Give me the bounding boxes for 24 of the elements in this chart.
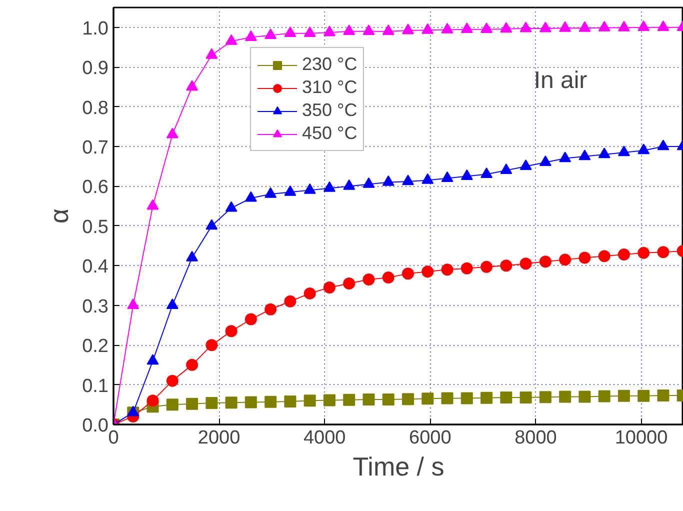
y-tick-label: 0.3 — [82, 296, 109, 318]
y-tick-label: 0.9 — [82, 58, 109, 80]
legend-label: 230 °C — [302, 54, 358, 75]
x-tick-label: 0 — [108, 428, 119, 448]
legend-label: 450 °C — [302, 123, 358, 144]
y-tick-label: 0.7 — [82, 138, 109, 158]
legend-label: 350 °C — [302, 100, 358, 121]
legend-label: 310 °C — [302, 77, 358, 98]
y-tick-label: 0.5 — [82, 216, 109, 238]
y-tick-label: 0.0 — [82, 416, 109, 436]
annotation: In air — [534, 67, 588, 94]
x-tick-label: 2000 — [198, 428, 240, 448]
y-axis-title: α — [44, 208, 74, 224]
x-tick-label: 8000 — [514, 428, 557, 448]
y-tick-label: 0.6 — [82, 177, 109, 198]
x-axis-title: Time / s — [352, 452, 444, 482]
y-tick-label: 0.4 — [82, 256, 109, 278]
x-tick-label: 6000 — [409, 428, 452, 448]
x-tick-label: 10000 — [614, 428, 668, 448]
y-tick-label: 0.2 — [82, 336, 109, 358]
y-tick-label: 1.0 — [82, 18, 109, 40]
y-tick-label: 0.1 — [82, 376, 109, 397]
y-tick-label: 0.8 — [82, 98, 109, 119]
x-tick-label: 4000 — [303, 428, 346, 448]
